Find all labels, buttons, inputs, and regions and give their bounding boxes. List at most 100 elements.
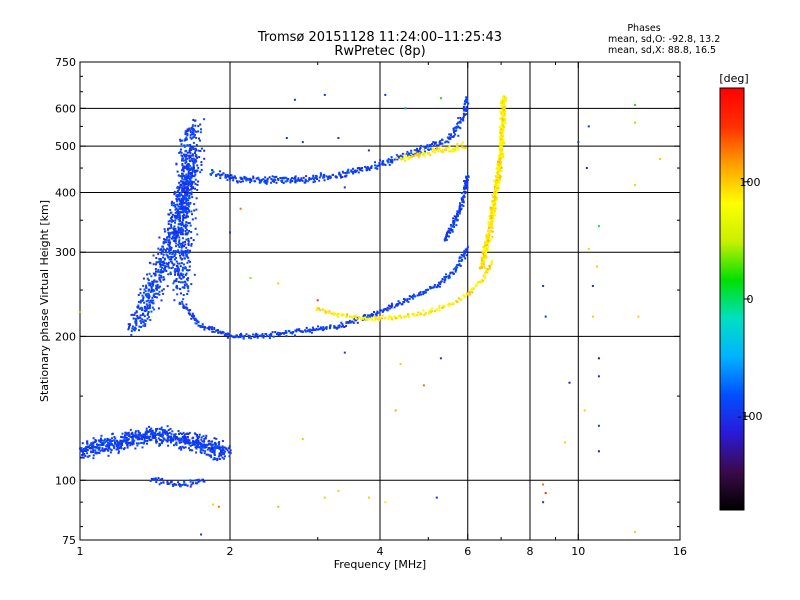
data-point	[501, 143, 504, 146]
data-point	[141, 318, 144, 321]
data-point	[395, 154, 398, 157]
data-point	[203, 446, 206, 449]
data-point	[449, 138, 452, 141]
data-point	[142, 299, 145, 302]
data-point	[415, 149, 418, 152]
data-point	[309, 178, 312, 181]
data-point	[502, 138, 505, 141]
data-point	[131, 325, 134, 328]
data-point	[188, 155, 191, 158]
data-point	[174, 204, 177, 206]
data-point	[381, 317, 383, 320]
data-point	[341, 313, 344, 316]
data-point	[229, 231, 231, 234]
data-point	[176, 438, 179, 441]
data-point	[185, 178, 188, 181]
data-point	[491, 230, 494, 233]
data-point	[324, 326, 327, 329]
data-point	[486, 233, 489, 236]
data-point	[184, 227, 187, 229]
data-point	[91, 446, 94, 449]
data-point	[202, 449, 205, 452]
data-point	[447, 230, 450, 233]
data-point	[488, 267, 491, 270]
data-point	[285, 177, 288, 180]
data-point	[165, 439, 168, 442]
data-point	[116, 443, 118, 446]
data-point	[94, 449, 97, 452]
data-point	[445, 235, 448, 238]
data-point	[190, 483, 193, 486]
data-point	[370, 165, 373, 168]
data-point	[228, 333, 231, 336]
data-point	[196, 441, 199, 443]
data-point	[428, 312, 431, 315]
data-point	[181, 274, 184, 277]
data-point	[407, 155, 410, 158]
data-point	[175, 230, 178, 233]
data-point	[159, 249, 162, 251]
data-point	[168, 258, 171, 261]
data-point	[368, 169, 371, 171]
data-point	[485, 246, 488, 249]
data-point	[426, 144, 429, 147]
data-point	[215, 437, 218, 440]
data-point	[374, 167, 377, 170]
data-point	[185, 269, 188, 272]
data-point	[175, 286, 178, 289]
data-point	[179, 138, 182, 141]
data-point	[352, 316, 355, 319]
data-point	[168, 249, 170, 252]
data-point	[484, 243, 487, 245]
data-point	[332, 173, 334, 176]
data-point	[294, 179, 297, 182]
data-point	[194, 147, 197, 150]
data-point	[209, 173, 212, 176]
data-point	[406, 299, 409, 302]
data-point	[292, 331, 295, 333]
data-point	[185, 155, 188, 158]
data-point	[179, 256, 182, 259]
data-point	[217, 442, 220, 445]
data-point	[462, 117, 465, 119]
data-point	[452, 217, 455, 220]
data-point	[174, 252, 177, 255]
data-point	[194, 440, 197, 443]
data-point	[189, 164, 192, 167]
data-point	[454, 267, 457, 270]
data-point	[544, 492, 547, 495]
data-point	[387, 304, 390, 307]
data-point	[239, 180, 242, 183]
y-tick-label: 300	[55, 246, 76, 259]
data-point	[213, 449, 216, 452]
data-point	[194, 187, 196, 190]
data-point	[135, 311, 138, 314]
data-point	[143, 324, 146, 327]
data-point	[497, 186, 500, 189]
data-point	[180, 226, 183, 229]
data-point	[448, 150, 451, 153]
data-point	[123, 447, 126, 450]
data-point	[485, 243, 488, 246]
data-point	[460, 118, 463, 121]
data-point	[498, 136, 501, 139]
data-point	[491, 221, 494, 224]
data-point	[158, 427, 161, 430]
data-point	[179, 150, 182, 153]
data-point	[197, 180, 200, 183]
data-point	[448, 133, 451, 136]
data-point	[189, 485, 192, 488]
data-point	[135, 323, 138, 326]
data-point	[217, 505, 220, 508]
data-point	[130, 436, 133, 438]
data-point	[162, 440, 164, 443]
data-point	[171, 237, 173, 240]
data-point	[190, 243, 193, 245]
data-point	[451, 271, 454, 274]
data-point	[481, 261, 484, 264]
data-point	[446, 235, 449, 237]
data-point	[155, 440, 157, 443]
data-point	[245, 179, 248, 182]
data-point	[179, 288, 182, 291]
data-point	[174, 205, 177, 208]
